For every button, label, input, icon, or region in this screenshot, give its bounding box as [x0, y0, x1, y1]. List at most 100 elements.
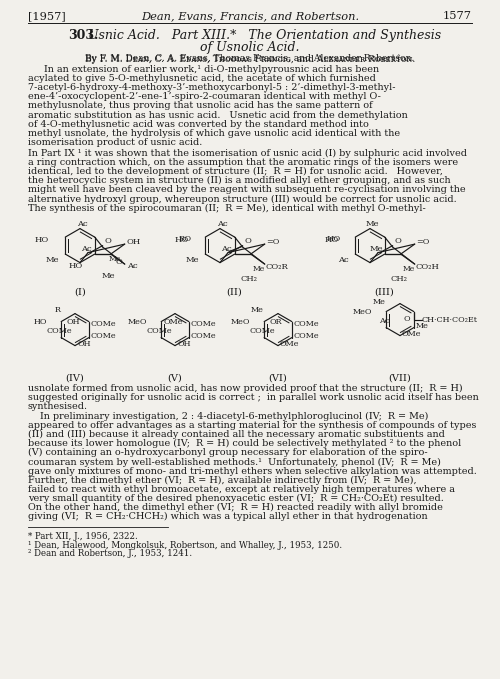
Text: =O: =O: [266, 238, 279, 246]
Text: R: R: [55, 306, 61, 314]
Text: gave only mixtures of mono- and tri-methyl ethers when selective alkylation was : gave only mixtures of mono- and tri-meth…: [28, 466, 477, 475]
Text: Ac: Ac: [80, 244, 92, 253]
Text: (IV): (IV): [66, 373, 84, 382]
Text: CO₂H: CO₂H: [416, 263, 440, 271]
Text: ene-4’-oxocyclopent-2’-ene-1’-spiro-2-coumaran identical with methyl O-: ene-4’-oxocyclopent-2’-ene-1’-spiro-2-co…: [28, 92, 381, 101]
Text: O: O: [394, 236, 402, 244]
Text: In Part IX ¹ it was shown that the isomerisation of usnic acid (I) by sulphuric : In Part IX ¹ it was shown that the isome…: [28, 149, 467, 158]
Text: (VI): (VI): [268, 373, 287, 382]
Text: COMe: COMe: [191, 320, 216, 327]
Text: CO₂R: CO₂R: [266, 263, 288, 271]
Text: of 4-O-methylusnetic acid was converted by the standard method into: of 4-O-methylusnetic acid was converted …: [28, 120, 369, 128]
Text: COMe: COMe: [191, 331, 216, 340]
Text: giving (VI;  R = CH₂·CHCH₂) which was a typical allyl ether in that hydrogenatio: giving (VI; R = CH₂·CHCH₂) which was a t…: [28, 512, 427, 521]
Text: OH: OH: [77, 340, 90, 348]
Text: Me: Me: [102, 272, 116, 280]
Text: COMe: COMe: [294, 331, 320, 340]
Text: Me: Me: [416, 322, 428, 329]
Text: OMe: OMe: [402, 329, 421, 337]
Text: 303.: 303.: [68, 29, 98, 42]
Text: ² Dean and Robertson, J., 1953, 1241.: ² Dean and Robertson, J., 1953, 1241.: [28, 549, 192, 558]
Text: the heterocyclic system in structure (II) is a modified allyl ether grouping, an: the heterocyclic system in structure (II…: [28, 176, 450, 185]
Text: (I): (I): [74, 288, 86, 297]
Text: Ac: Ac: [76, 219, 88, 227]
Text: COMe: COMe: [91, 331, 116, 340]
Text: OMe: OMe: [280, 340, 299, 348]
Text: HO: HO: [325, 236, 339, 244]
Text: usnolate formed from usnolic acid, has now provided proof that the structure (II: usnolate formed from usnolic acid, has n…: [28, 384, 462, 392]
Text: MeO: MeO: [230, 318, 250, 326]
Text: HO: HO: [327, 235, 342, 243]
Text: In preliminary investigation, 2 : 4-diacetyl-6-methylphloroglucinol (IV;  R = Me: In preliminary investigation, 2 : 4-diac…: [28, 412, 428, 421]
Text: Me: Me: [46, 255, 59, 263]
Text: =O: =O: [416, 238, 429, 246]
Text: (V) containing an o-hydroxycarbonyl group necessary for elaboration of the spiro: (V) containing an o-hydroxycarbonyl grou…: [28, 448, 427, 458]
Text: aromatic substitution as has usnic acid.   Usnetic acid from the demethylation: aromatic substitution as has usnic acid.…: [28, 111, 408, 120]
Text: Ac: Ac: [126, 262, 138, 270]
Text: (II): (II): [226, 288, 242, 297]
Text: (V): (V): [168, 373, 182, 382]
Text: 1577: 1577: [443, 11, 472, 21]
Text: By F. M. Dᴇᴀɴ, C. A. Eᴅᴀɴs, Tʜᴏᴏᴏᴀɢ Fʀᴀɴᴄɪɢ, and Aʟᴇxᴀɴᴅᴇʀ Rᴏʙᴇʀᴛ̂ᴏɴ.: By F. M. Dᴇᴀɴ, C. A. Eᴅᴀɴs, Tʜᴏᴏᴏᴀɢ Fʀᴀɴ…: [85, 54, 415, 64]
Text: appeared to offer advantages as a starting material for the synthesis of compoun: appeared to offer advantages as a starti…: [28, 421, 476, 430]
Text: (VII): (VII): [388, 373, 411, 382]
Text: O: O: [104, 236, 112, 244]
Text: CH₂: CH₂: [390, 275, 407, 283]
Text: Dean, Evans, Francis, and Robertson.: Dean, Evans, Francis, and Robertson.: [141, 11, 359, 21]
Text: COMe: COMe: [146, 327, 172, 335]
Text: [1957]: [1957]: [28, 11, 66, 21]
Text: * Part XII, J., 1956, 2322.: * Part XII, J., 1956, 2322.: [28, 532, 138, 541]
Text: because its lower homologue (IV;  R = H) could be selectively methylated ² to th: because its lower homologue (IV; R = H) …: [28, 439, 461, 448]
Text: OH: OH: [177, 340, 190, 348]
Text: HO: HO: [175, 236, 189, 244]
Text: synthesised.: synthesised.: [28, 402, 88, 411]
Text: of Usnolic Acid.: of Usnolic Acid.: [200, 41, 300, 54]
Text: Me: Me: [251, 306, 264, 314]
Text: RO: RO: [178, 235, 192, 243]
Text: (II) and (III) because it already contained all the necessary aromatic substitue: (II) and (III) because it already contai…: [28, 430, 445, 439]
Text: COMe: COMe: [294, 320, 320, 327]
Text: Ac: Ac: [379, 316, 390, 325]
Text: HO: HO: [35, 236, 49, 244]
Text: By F. M. Dean, C. A. Evans, Thomas Francis, and Alexander Robertson.: By F. M. Dean, C. A. Evans, Thomas Franc…: [86, 54, 414, 63]
Text: COMe: COMe: [46, 327, 72, 335]
Text: Me: Me: [252, 265, 265, 273]
Text: In an extension of earlier work,¹ di-O-methylpyrousnic acid has been: In an extension of earlier work,¹ di-O-m…: [44, 65, 379, 74]
Text: Me: Me: [108, 255, 121, 263]
Text: OH: OH: [66, 318, 80, 326]
Text: O: O: [244, 236, 252, 244]
Text: coumaran system by well-established methods.¹  Unfortunately, phenol (IV;  R = M: coumaran system by well-established meth…: [28, 458, 441, 466]
Text: The synthesis of the spirocoumaran (II;  R = Me), identical with methyl O-methyl: The synthesis of the spirocoumaran (II; …: [28, 204, 426, 213]
Text: ¹ Dean, Halewood, Mongkolsuk, Robertson, and Whalley, J., 1953, 1250.: ¹ Dean, Halewood, Mongkolsuk, Robertson,…: [28, 540, 342, 549]
Text: Me: Me: [186, 255, 199, 263]
Text: MeO: MeO: [128, 318, 147, 326]
Text: might well have been cleaved by the reagent with subsequent re-cyclisation invol: might well have been cleaved by the reag…: [28, 185, 466, 194]
Text: Usnic Acid.   Part XIII.*   The Orientation and Synthesis: Usnic Acid. Part XIII.* The Orientation …: [88, 29, 441, 42]
Text: a ring contraction which, on the assumption that the aromatic rings of the isome: a ring contraction which, on the assumpt…: [28, 158, 458, 167]
Text: CH₂: CH₂: [240, 275, 257, 283]
Text: MeO: MeO: [352, 308, 372, 316]
Text: COMe: COMe: [91, 320, 116, 327]
Text: OH: OH: [126, 238, 141, 246]
Text: Ac: Ac: [216, 219, 228, 227]
Text: Me: Me: [365, 219, 379, 227]
Text: HO: HO: [34, 318, 47, 326]
Text: very small quantity of the desired phenoxyacetic ester (VI;  R = CH₂·CO₂Et) resu: very small quantity of the desired pheno…: [28, 494, 444, 503]
Text: Me: Me: [402, 265, 415, 273]
Text: acylated to give 5-O-methylusnetic acid, the acetate of which furnished: acylated to give 5-O-methylusnetic acid,…: [28, 74, 376, 83]
Text: Further, the dimethyl ether (VI;  R = H), available indirectly from (IV;  R = Me: Further, the dimethyl ether (VI; R = H),…: [28, 475, 416, 485]
Text: On the other hand, the dimethyl ether (VI;  R = H) reacted readily with allyl br: On the other hand, the dimethyl ether (V…: [28, 503, 443, 512]
Text: HO: HO: [69, 261, 83, 270]
Text: identical, led to the development of structure (II;  R = H) for usnolic acid.   : identical, led to the development of str…: [28, 167, 443, 177]
Text: COMe: COMe: [250, 327, 275, 335]
Text: Ac: Ac: [338, 255, 349, 263]
Text: Me: Me: [369, 244, 383, 253]
Text: OMe: OMe: [163, 318, 183, 326]
Text: CH·CH·CO₂Et: CH·CH·CO₂Et: [422, 316, 478, 324]
Text: Ac: Ac: [220, 244, 232, 253]
Text: (III): (III): [374, 288, 394, 297]
Text: isomerisation product of usnic acid.: isomerisation product of usnic acid.: [28, 138, 202, 147]
Text: O: O: [116, 258, 122, 266]
Text: O: O: [403, 314, 410, 323]
Text: alternative hydroxyl group, whereupon structure (III) would be correct for usnol: alternative hydroxyl group, whereupon st…: [28, 194, 456, 204]
